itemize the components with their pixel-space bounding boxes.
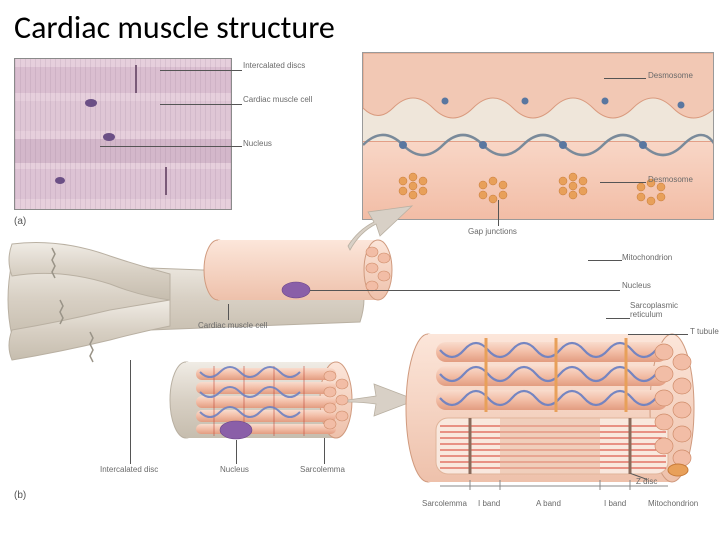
micrograph-label-nucleus: Nucleus [243, 140, 272, 149]
micrograph-disc [165, 167, 167, 195]
micrograph-label-cardiac-cell: Cardiac muscle cell [243, 96, 313, 105]
leader-line [160, 70, 242, 71]
gap-junction-rosette [473, 175, 513, 214]
leader-line [498, 200, 499, 226]
micrograph-label-intercalated-discs: Intercalated discs [243, 62, 305, 71]
fiber-label-t-tubule: T tubule [690, 328, 719, 337]
leader-line [160, 104, 242, 105]
micrograph-disc [135, 65, 137, 93]
micrograph-panel [14, 58, 232, 210]
panel-marker-a: (a) [14, 216, 26, 227]
page-title: Cardiac muscle structure [14, 8, 335, 47]
fiber-label-sarcolemma2: Sarcolemma [422, 500, 467, 509]
fiber-label-i-band: I band [478, 500, 500, 509]
fiber-label-mitochondrion: Mitochondrion [622, 254, 672, 263]
fiber-label-sr: Sarcoplasmic reticulum [630, 302, 710, 320]
leader-line [628, 334, 688, 335]
leader-line [130, 360, 131, 464]
leader-line [588, 260, 622, 261]
junction-label-desmosome: Desmosome [648, 72, 693, 81]
leader-line [100, 146, 242, 147]
fiber-label-sarcolemma: Sarcolemma [300, 466, 345, 475]
fiber-label-nucleus: Nucleus [220, 466, 249, 475]
leader-line [606, 318, 630, 319]
fiber-label-mitochondrion2: Mitochondrion [648, 500, 698, 509]
fiber-label-i-band2: I band [604, 500, 626, 509]
junction-label-desmosome2: Desmosome [648, 176, 693, 185]
micrograph-striation [15, 59, 231, 209]
fiber-label-intercalated-disc: Intercalated disc [100, 466, 158, 475]
leader-line [228, 304, 229, 320]
gap-junction-rosette [393, 171, 433, 210]
leader-line [236, 440, 237, 464]
fiber-label-nucleus2: Nucleus [622, 282, 651, 291]
leader-line [604, 78, 646, 79]
fiber-label-a-band: A band [536, 500, 561, 509]
leader-line [600, 182, 646, 183]
leader-line [324, 438, 325, 464]
fiber-label-cardiac-cell: Cardiac muscle cell [198, 322, 267, 331]
leader-line [310, 290, 620, 291]
gap-junction-rosette [553, 171, 593, 210]
junction-label-gap-junctions: Gap junctions [468, 228, 517, 237]
panel-marker-b: (b) [14, 490, 26, 501]
